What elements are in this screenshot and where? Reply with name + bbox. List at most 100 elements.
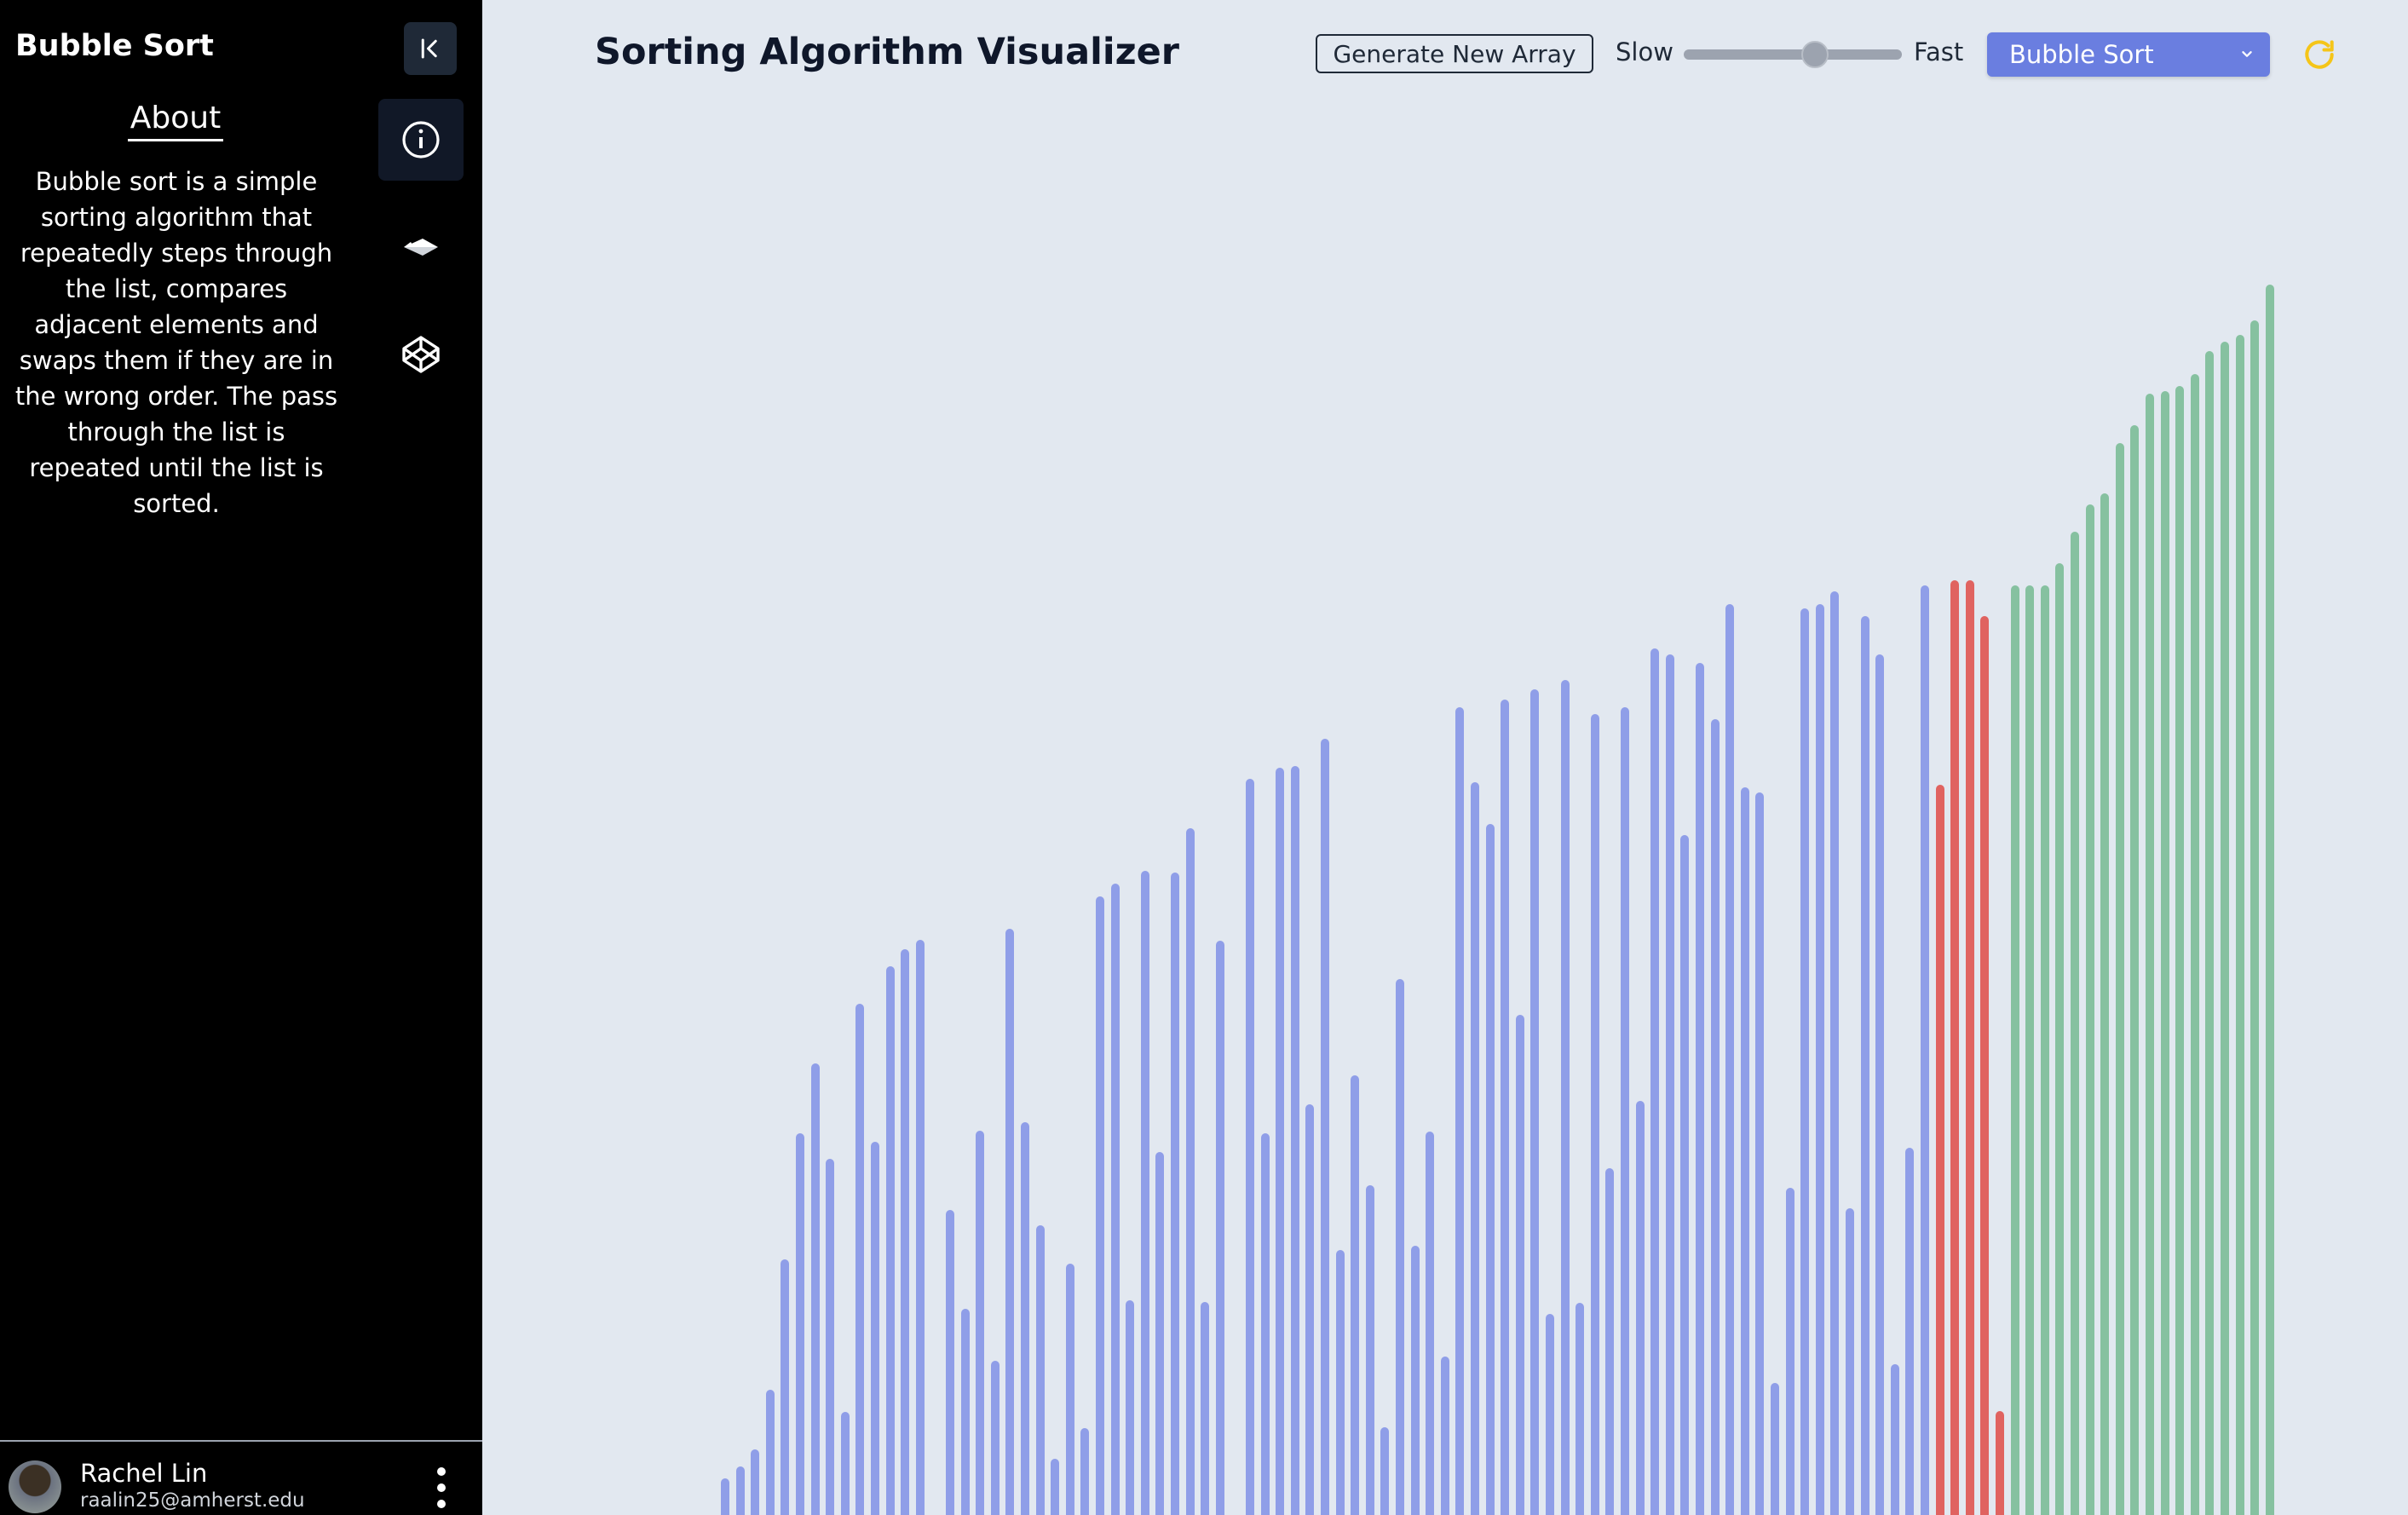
array-bar xyxy=(2040,585,2049,1515)
array-bar xyxy=(2221,342,2229,1515)
array-bar xyxy=(901,949,910,1515)
array-bar xyxy=(1065,1264,1074,1515)
array-bar xyxy=(1396,979,1404,1515)
array-bar xyxy=(1710,719,1720,1515)
user-menu-button[interactable] xyxy=(433,1467,450,1508)
array-bar xyxy=(1485,824,1495,1515)
array-bar xyxy=(2025,585,2035,1515)
array-bar xyxy=(1185,828,1195,1515)
array-bar xyxy=(2205,351,2215,1515)
array-bar xyxy=(2235,335,2244,1515)
nav-code-button[interactable] xyxy=(378,314,464,395)
array-bar xyxy=(2175,386,2185,1515)
array-bar xyxy=(2010,585,2019,1515)
generate-array-button[interactable]: Generate New Array xyxy=(1316,34,1593,73)
refresh-icon xyxy=(2305,40,2334,69)
more-vertical-icon-dot xyxy=(437,1483,446,1492)
array-bar xyxy=(1740,787,1749,1515)
array-bar xyxy=(1096,896,1104,1515)
array-bar xyxy=(1996,1411,2004,1515)
array-bar xyxy=(1950,580,1960,1515)
user-name: Rachel Lin xyxy=(80,1459,208,1488)
array-bar xyxy=(2071,532,2079,1515)
array-bar xyxy=(1276,768,1285,1515)
array-bar xyxy=(1201,1302,1210,1515)
array-bar xyxy=(1965,580,1974,1515)
array-bar xyxy=(1725,604,1735,1515)
array-bar xyxy=(751,1449,760,1515)
array-bar xyxy=(1021,1122,1029,1515)
array-bar xyxy=(765,1390,775,1515)
refresh-button[interactable] xyxy=(2297,32,2342,77)
array-bar xyxy=(2115,443,2124,1515)
main-area: Sorting Algorithm Visualizer Generate Ne… xyxy=(482,0,2408,1515)
array-bar xyxy=(1501,700,1510,1515)
array-bar xyxy=(2055,563,2065,1515)
codepen-icon xyxy=(402,336,440,373)
nav-send-button[interactable] xyxy=(378,206,464,288)
array-bar xyxy=(1815,604,1824,1515)
info-icon xyxy=(402,121,440,158)
array-bar xyxy=(1771,1383,1779,1515)
array-bar xyxy=(1980,616,1990,1515)
array-bar xyxy=(1785,1188,1794,1515)
array-bar xyxy=(1905,1148,1915,1515)
array-bar xyxy=(1621,707,1629,1515)
algorithm-selected-value: Bubble Sort xyxy=(2009,40,2154,69)
array-bar xyxy=(735,1466,745,1515)
array-bar xyxy=(1515,1015,1524,1515)
array-bar xyxy=(1035,1225,1045,1515)
array-bar xyxy=(1260,1133,1270,1515)
collapse-sidebar-button[interactable] xyxy=(404,22,457,75)
array-bar xyxy=(1140,871,1149,1515)
user-email: raalin25@amherst.edu xyxy=(80,1489,305,1512)
array-bar xyxy=(1335,1250,1345,1515)
array-bar xyxy=(1080,1428,1090,1515)
array-bar xyxy=(2160,391,2169,1515)
array-bar xyxy=(1635,1101,1645,1515)
more-vertical-icon-dot xyxy=(437,1500,446,1508)
sidebar: Bubble Sort About Bubble sort is a simpl… xyxy=(0,0,482,1515)
array-bar xyxy=(1800,608,1810,1515)
more-vertical-icon-dot xyxy=(437,1467,446,1476)
array-bar xyxy=(1455,707,1465,1515)
speed-slider-thumb[interactable] xyxy=(1800,41,1829,68)
array-bar xyxy=(855,1004,865,1515)
array-bar xyxy=(2100,493,2110,1515)
array-bar xyxy=(1830,591,1840,1515)
array-bar xyxy=(1155,1152,1165,1515)
array-bar xyxy=(1560,680,1570,1515)
speed-slider[interactable] xyxy=(1684,41,1902,68)
array-bar xyxy=(1110,884,1120,1515)
fast-label: Fast xyxy=(1914,37,1964,66)
algorithm-select[interactable]: Bubble Sort xyxy=(1987,32,2270,77)
array-bar xyxy=(1410,1246,1420,1515)
array-bar xyxy=(1755,792,1765,1515)
array-bar xyxy=(796,1133,804,1515)
chevron-down-icon xyxy=(2242,51,2252,57)
array-bar xyxy=(960,1309,970,1515)
array-bar xyxy=(946,1210,954,1515)
array-bar xyxy=(1321,739,1329,1515)
array-bar xyxy=(1665,654,1674,1515)
page-title: Sorting Algorithm Visualizer xyxy=(595,31,1179,73)
nav-about-button[interactable] xyxy=(378,99,464,181)
about-description: Bubble sort is a simple sorting algorith… xyxy=(14,167,338,518)
array-bar xyxy=(1650,648,1660,1515)
array-bar xyxy=(1290,766,1299,1515)
array-bar xyxy=(976,1131,985,1515)
array-bar xyxy=(1576,1303,1585,1515)
array-bar xyxy=(1171,873,1179,1515)
array-bar xyxy=(1471,782,1479,1515)
array-bar xyxy=(1590,714,1599,1515)
array-bar xyxy=(1380,1427,1390,1515)
array-bar xyxy=(990,1361,999,1515)
array-bar xyxy=(810,1063,820,1515)
about-heading: About xyxy=(128,101,223,141)
array-bar xyxy=(1860,616,1869,1515)
array-bar xyxy=(2265,285,2274,1515)
array-bar xyxy=(1440,1357,1449,1515)
sidebar-title: Bubble Sort xyxy=(15,29,214,63)
array-bar xyxy=(1051,1459,1060,1515)
array-bar xyxy=(1365,1185,1374,1515)
